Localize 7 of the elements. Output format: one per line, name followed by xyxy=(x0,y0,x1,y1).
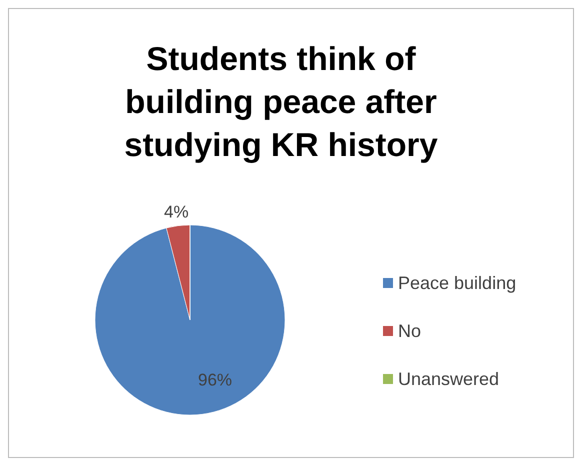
data-label: 4% xyxy=(164,202,189,222)
data-label: 96% xyxy=(198,370,232,390)
legend-label: Peace building xyxy=(398,273,516,293)
chart-title: Students think of building peace after studying KR history xyxy=(124,40,438,163)
legend-label: Unanswered xyxy=(398,369,500,389)
legend-label: No xyxy=(398,321,422,341)
pie-slice xyxy=(94,224,286,416)
